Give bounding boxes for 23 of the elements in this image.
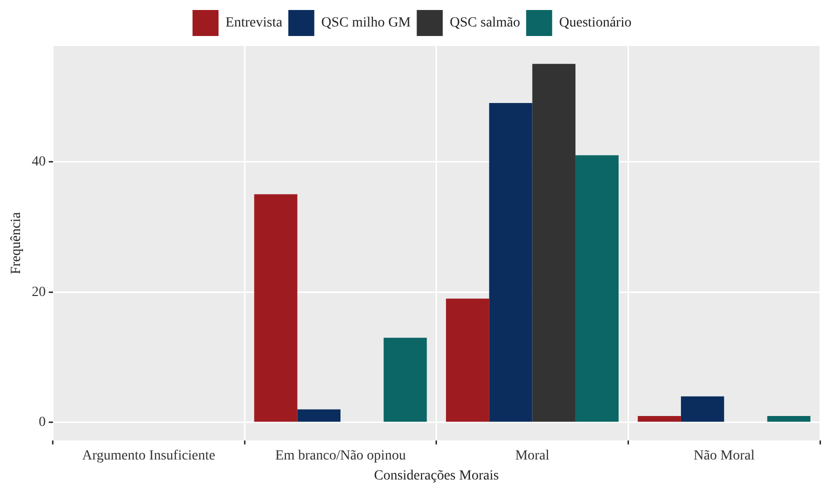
y-tick-label: 20 <box>32 284 46 300</box>
y-tick-label: 0 <box>38 415 46 430</box>
x-tick-label: Moral <box>515 448 550 464</box>
legend-label: Questionário <box>559 16 632 31</box>
x-tick-label: Argumento Insuficiente <box>82 448 216 464</box>
legend-label: QSC salmão <box>450 16 520 31</box>
bar <box>254 194 298 422</box>
bar <box>446 298 490 422</box>
bar <box>680 396 724 422</box>
x-axis-title: Considerações Morais <box>374 468 499 484</box>
y-axis-title: Frequência <box>9 211 24 274</box>
y-tick-label: 40 <box>32 154 46 170</box>
bar <box>384 338 427 422</box>
bar <box>767 416 810 422</box>
bar <box>489 103 532 422</box>
bar <box>532 64 576 422</box>
legend-label: QSC milho GM <box>321 16 412 31</box>
bar <box>638 416 681 422</box>
legend-label: Entrevista <box>226 16 284 31</box>
x-tick-label: Não Moral <box>694 448 755 464</box>
bar <box>297 409 340 422</box>
bar <box>575 155 619 422</box>
x-tick-label: Em branco/Não opinou <box>275 448 406 464</box>
